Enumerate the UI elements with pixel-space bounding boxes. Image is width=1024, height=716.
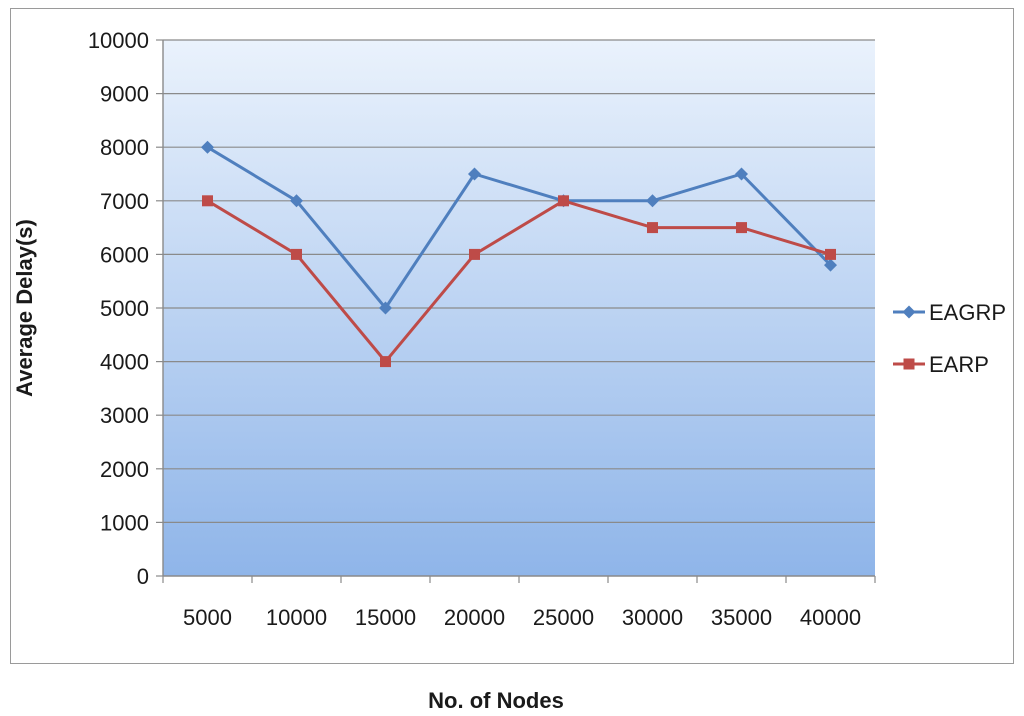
- data-point-eagrp: [201, 140, 214, 154]
- data-point-earp: [825, 248, 836, 260]
- y-tick-label: 4000: [100, 350, 149, 375]
- legend: EAGRP EARP: [893, 300, 1006, 377]
- legend-label-eagrp: EAGRP: [929, 300, 1006, 325]
- series-line-eagrp: [206, 145, 832, 310]
- x-tick-label: 5000: [183, 605, 232, 630]
- legend-label-earp: EARP: [929, 352, 989, 377]
- data-point-earp: [469, 248, 480, 260]
- x-tick-label: 35000: [711, 605, 772, 630]
- y-tick-label: 0: [137, 564, 149, 589]
- y-tick-label: 9000: [100, 82, 149, 107]
- data-point-earp: [647, 222, 658, 234]
- legend-marker-eagrp: [902, 305, 916, 319]
- x-tick-label: 15000: [355, 605, 416, 630]
- legend-marker-earp: [903, 358, 915, 370]
- x-tick-label: 10000: [266, 605, 327, 630]
- x-tick-label: 30000: [622, 605, 683, 630]
- data-point-eagrp: [735, 167, 748, 181]
- y-tick-label: 6000: [100, 242, 149, 267]
- y-tick-label: 3000: [100, 403, 149, 428]
- data-point-eagrp: [290, 194, 303, 208]
- y-tick-label: 2000: [100, 457, 149, 482]
- y-tick-label: 1000: [100, 510, 149, 535]
- data-point-earp: [291, 248, 302, 260]
- y-tick-label: 10000: [88, 28, 149, 53]
- x-tick-label: 20000: [444, 605, 505, 630]
- data-point-earp: [380, 356, 391, 368]
- data-point-eagrp: [379, 301, 392, 315]
- y-tick-label: 5000: [100, 296, 149, 321]
- data-point-eagrp: [646, 194, 659, 208]
- data-point-eagrp: [468, 167, 481, 181]
- data-point-eagrp: [824, 258, 837, 272]
- y-tick-label: 7000: [100, 189, 149, 214]
- series-line-earp: [206, 199, 831, 364]
- data-point-earp: [736, 222, 747, 234]
- y-axis-title: Average Delay(s): [12, 219, 37, 397]
- x-tick-label: 40000: [800, 605, 861, 630]
- series-eagrp: [201, 140, 837, 315]
- y-tick-label: 8000: [100, 135, 149, 160]
- x-axis-title: No. of Nodes: [428, 688, 564, 713]
- data-point-earp: [202, 195, 213, 207]
- series-earp: [202, 195, 836, 368]
- data-point-earp: [558, 195, 569, 207]
- x-tick-label: 25000: [533, 605, 594, 630]
